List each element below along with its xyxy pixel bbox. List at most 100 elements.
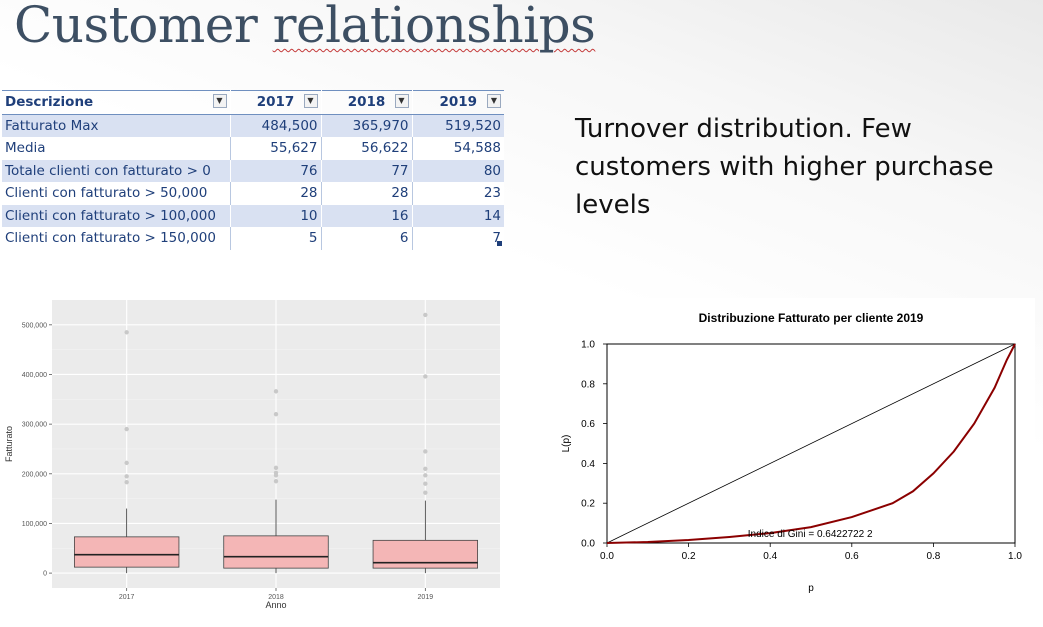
filter-dropdown-icon[interactable]: ▼ bbox=[394, 94, 409, 108]
lorenz-svg: Distribuzione Fatturato per cliente 2019… bbox=[561, 311, 1022, 594]
outlier-point bbox=[423, 449, 428, 454]
cell-2017[interactable]: 5 bbox=[229, 227, 321, 250]
y-tick-label: 200,000 bbox=[22, 471, 47, 478]
y-axis-label: L(p) bbox=[561, 435, 572, 453]
x-axis-label: Anno bbox=[265, 600, 286, 610]
y-tick-label: 300,000 bbox=[22, 422, 47, 429]
table-row: Clienti con fatturato > 150,000 5 6 7 bbox=[2, 227, 504, 250]
filter-dropdown-icon[interactable]: ▼ bbox=[212, 94, 227, 108]
outlier-point bbox=[124, 460, 129, 466]
cell-2018[interactable]: 16 bbox=[320, 204, 412, 227]
y-tick-label: 0.6 bbox=[581, 419, 595, 430]
header-label: Descrizione bbox=[5, 94, 94, 111]
y-tick-label: 0.8 bbox=[581, 379, 595, 390]
table-resize-handle[interactable] bbox=[497, 241, 502, 246]
table-row: Media 55,627 56,622 54,588 bbox=[2, 137, 504, 160]
x-tick-label: 2018 bbox=[268, 594, 284, 601]
outlier-point bbox=[423, 473, 428, 478]
row-label[interactable]: Clienti con fatturato > 100,000 bbox=[2, 204, 230, 227]
boxplot-chart: 0 100,000 200,000 300,000 400,000 500,000 2017… bbox=[0, 296, 504, 620]
y-tick-label: 0.2 bbox=[581, 499, 595, 510]
slide-title: Customer relationships bbox=[14, 0, 596, 54]
gini-annotation: Indice di Gini = 0.6422722 2 bbox=[748, 529, 873, 540]
outlier-point bbox=[423, 481, 428, 486]
outlier-point bbox=[124, 330, 129, 335]
cell-2019[interactable]: 23 bbox=[411, 182, 504, 205]
cell-2018[interactable]: 56,622 bbox=[320, 137, 412, 160]
chart-title: Distribuzione Fatturato per cliente 2019 bbox=[699, 311, 924, 325]
row-label[interactable]: Media bbox=[2, 137, 230, 160]
header-label: 2018 bbox=[347, 94, 386, 111]
outlier-point bbox=[273, 412, 279, 417]
x-tick-label: 2017 bbox=[119, 594, 135, 601]
summary-table[interactable]: Descrizione ▼ 2017 ▼ 2018 ▼ 2019 ▼ Fatturato… bbox=[2, 90, 504, 250]
y-tick-label: 500,000 bbox=[22, 322, 47, 329]
y-tick-label: 400,000 bbox=[22, 372, 47, 379]
column-header-2017: 2017 ▼ bbox=[229, 90, 321, 115]
box-2019 bbox=[372, 539, 479, 569]
outlier-point bbox=[124, 474, 129, 479]
outlier-point bbox=[423, 466, 428, 472]
column-header-2018: 2018 ▼ bbox=[320, 90, 412, 115]
y-tick-label: 100,000 bbox=[22, 521, 47, 528]
y-tick-label: 0 bbox=[43, 571, 47, 578]
y-tick-label: 1.0 bbox=[581, 340, 595, 351]
cell-2017[interactable]: 55,627 bbox=[229, 137, 321, 160]
cell-2018[interactable]: 365,970 bbox=[320, 114, 412, 137]
header-label: 2019 bbox=[439, 94, 478, 111]
cell-2019[interactable]: 54,588 bbox=[411, 137, 504, 160]
box-2017 bbox=[74, 536, 180, 568]
cell-2019[interactable]: 519,520 bbox=[411, 114, 504, 137]
outlier-point bbox=[124, 480, 129, 485]
column-header-2019: 2019 ▼ bbox=[411, 90, 504, 115]
x-tick-label: 2019 bbox=[418, 594, 434, 601]
filter-dropdown-icon[interactable]: ▼ bbox=[487, 94, 501, 108]
x-tick-label: 0.6 bbox=[845, 551, 859, 562]
cell-2017[interactable]: 76 bbox=[229, 159, 321, 182]
title-word-spellcheck: relationships bbox=[272, 0, 596, 54]
x-axis-label: p bbox=[808, 583, 814, 594]
plot-frame bbox=[606, 343, 1016, 544]
cell-2019[interactable]: 80 bbox=[411, 159, 504, 182]
cell-2019[interactable]: 7 bbox=[411, 227, 504, 250]
table-header-row: Descrizione ▼ 2017 ▼ 2018 ▼ 2019 ▼ bbox=[2, 90, 504, 115]
filter-dropdown-icon[interactable]: ▼ bbox=[303, 94, 318, 108]
y-tick-label: 0.4 bbox=[581, 459, 595, 470]
x-tick-label: 0.0 bbox=[600, 551, 614, 562]
header-label: 2017 bbox=[256, 94, 295, 111]
table-row: Fatturato Max 484,500 365,970 519,520 bbox=[2, 114, 504, 137]
box-2018 bbox=[223, 535, 329, 569]
lorenz-curve bbox=[606, 343, 1016, 544]
outlier-point bbox=[273, 465, 279, 471]
table-row: Totale clienti con fatturato > 0 76 77 8… bbox=[2, 159, 504, 182]
outlier-point bbox=[423, 374, 428, 379]
row-label[interactable]: Clienti con fatturato > 150,000 bbox=[2, 227, 230, 250]
row-label[interactable]: Fatturato Max bbox=[2, 114, 230, 137]
outlier-point bbox=[124, 426, 129, 432]
cell-2017[interactable]: 10 bbox=[229, 204, 321, 227]
x-tick-label: 1.0 bbox=[1008, 551, 1022, 562]
cell-2019[interactable]: 14 bbox=[411, 204, 504, 227]
cell-2017[interactable]: 484,500 bbox=[229, 114, 321, 137]
boxplot-svg: 0 100,000 200,000 300,000 400,000 500,000 2017… bbox=[4, 300, 500, 610]
description-text: Turnover distribution. Few customers wit… bbox=[575, 114, 994, 220]
row-label[interactable]: Totale clienti con fatturato > 0 bbox=[2, 159, 230, 182]
x-tick-label: 0.2 bbox=[682, 551, 696, 562]
outlier-point bbox=[423, 490, 428, 495]
lorenz-chart: Distribuzione Fatturato per cliente 2019… bbox=[555, 298, 1035, 600]
y-tick-label: 0.0 bbox=[581, 539, 595, 550]
outlier-point bbox=[273, 389, 279, 394]
x-tick-label: 0.8 bbox=[926, 551, 940, 562]
row-label[interactable]: Clienti con fatturato > 50,000 bbox=[2, 182, 230, 205]
column-header-descrizione: Descrizione ▼ bbox=[2, 90, 230, 115]
outlier-point bbox=[423, 312, 428, 318]
cell-2017[interactable]: 28 bbox=[229, 182, 321, 205]
outlier-point bbox=[273, 473, 279, 478]
cell-2018[interactable]: 6 bbox=[320, 227, 412, 250]
cell-2018[interactable]: 77 bbox=[320, 159, 412, 182]
cell-2018[interactable]: 28 bbox=[320, 182, 412, 205]
table-row: Clienti con fatturato > 50,000 28 28 23 bbox=[2, 182, 504, 205]
x-tick-label: 0.4 bbox=[763, 551, 777, 562]
equality-line bbox=[606, 343, 1016, 544]
outlier-point bbox=[273, 479, 279, 484]
